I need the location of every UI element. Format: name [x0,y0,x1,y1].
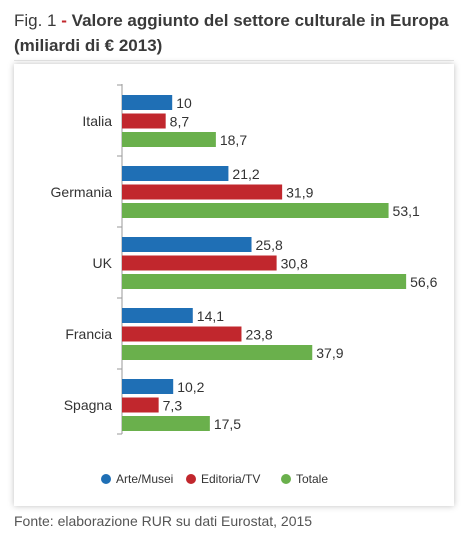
legend-marker [281,474,291,484]
bar [122,184,283,200]
legend-label: Totale [296,472,328,486]
data-label: 17,5 [214,416,241,432]
legend-marker [101,474,111,484]
data-label: 25,8 [256,237,283,253]
bar [122,379,174,394]
data-label: 7,3 [163,398,183,414]
data-label: 10 [176,95,192,111]
title-divider [14,60,454,61]
chart-title: Fig. 1 - Valore aggiunto del settore cul… [14,8,464,58]
bar [122,326,242,342]
data-label: 30,8 [281,256,308,272]
bar [122,95,173,110]
data-label: 14,1 [197,308,224,324]
data-label: 8,7 [170,114,190,130]
bar [122,255,277,271]
bar [122,308,193,323]
category-label: UK [93,255,113,271]
title-separator: - [61,11,67,30]
bar [122,397,159,413]
legend-marker [186,474,196,484]
category-label: Germania [51,184,113,200]
legend-label: Editoria/TV [201,472,260,486]
category-label: Francia [65,326,112,342]
data-label: 18,7 [220,132,247,148]
bar [122,416,210,431]
bar [122,132,216,147]
bar [122,237,252,252]
data-label: 21,2 [232,166,259,182]
data-label: 23,8 [245,327,272,343]
bar [122,166,229,181]
figure-label: Fig. 1 [14,11,57,30]
legend-label: Arte/Musei [116,472,173,486]
category-label: Italia [82,113,112,129]
data-label: 31,9 [286,185,313,201]
bar [122,345,313,360]
bar [122,113,166,129]
title-text: Valore aggiunto del settore culturale in… [14,11,449,55]
bar [122,203,389,218]
bar-chart: Italia 10 8,7 18,7 Germania 21,2 31,9 53,1 UK 25,… [51,84,438,486]
category-label: Spagna [64,397,112,413]
source-note: Fonte: elaborazione RUR su dati Eurostat… [14,513,313,529]
data-label: 53,1 [393,203,420,219]
data-label: 10,2 [177,379,204,395]
chart-panel: Italia 10 8,7 18,7 Germania 21,2 31,9 53,1 UK 25,… [14,64,454,506]
data-label: 56,6 [410,274,437,290]
bar [122,274,407,289]
data-label: 37,9 [316,345,343,361]
